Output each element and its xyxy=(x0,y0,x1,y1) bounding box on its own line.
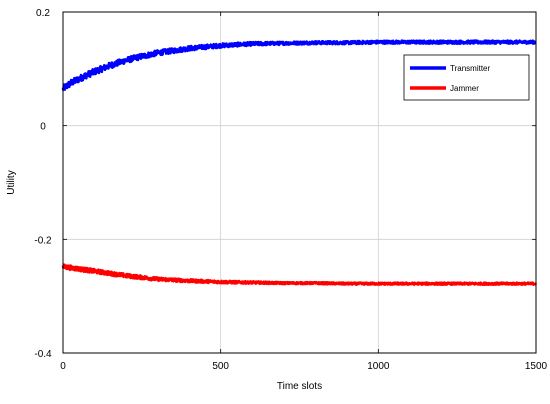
y-axis-label: Utility xyxy=(6,170,17,194)
series-line-jammer xyxy=(61,263,538,286)
y-tick-label: 0.2 xyxy=(36,8,50,19)
plot-area-frame xyxy=(62,11,537,354)
legend-box xyxy=(403,54,530,101)
y-tick-label: 0 xyxy=(40,122,46,133)
x-tick-label: 0 xyxy=(60,361,66,372)
legend-label-transmitter: Transmitter xyxy=(450,64,490,73)
series-lines xyxy=(61,39,538,286)
y-tick-label: -0.4 xyxy=(34,349,52,360)
x-tick-label: 1500 xyxy=(525,361,548,372)
series-line-transmitter xyxy=(61,39,537,92)
axis-ticks: 0 500 1000 1500 -0.4 -0.2 0 0.2 xyxy=(34,8,547,372)
x-axis-label: Time slots xyxy=(277,381,322,392)
y-tick-label: -0.2 xyxy=(34,235,52,246)
legend-label-jammer: Jammer xyxy=(450,84,479,93)
legend: Transmitter Jammer xyxy=(403,54,530,101)
grid-lines xyxy=(63,12,536,353)
x-tick-label: 500 xyxy=(212,361,229,372)
x-tick-label: 1000 xyxy=(367,361,390,372)
